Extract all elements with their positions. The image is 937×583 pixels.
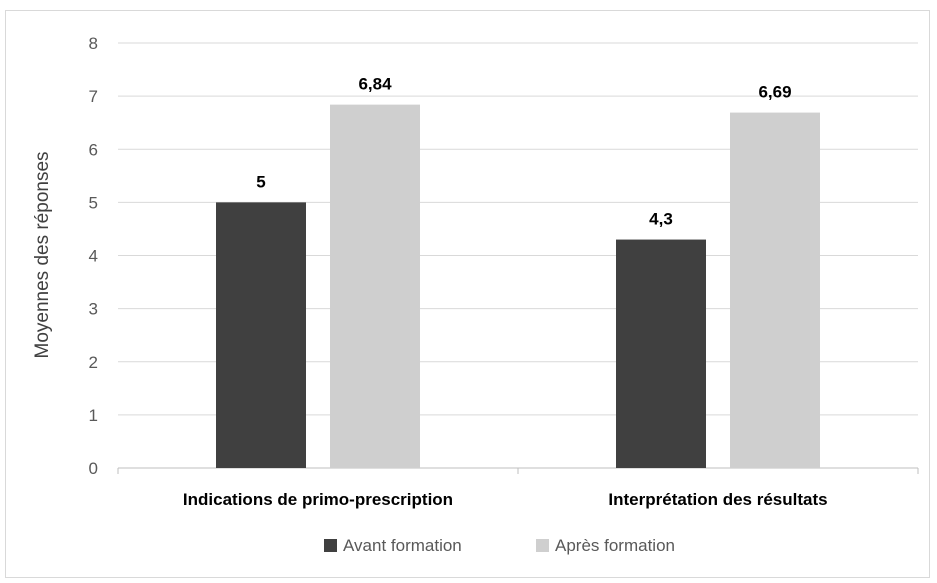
legend-swatch bbox=[536, 539, 549, 552]
y-axis-title: Moyennes des réponses bbox=[32, 151, 53, 358]
y-tick-label: 0 bbox=[89, 459, 98, 478]
data-labels: 5 6,84 4,3 6,69 bbox=[256, 75, 791, 229]
bar bbox=[730, 112, 820, 468]
legend-label: Après formation bbox=[555, 536, 675, 555]
y-axis-ticks: 0 1 2 3 4 5 6 7 8 bbox=[89, 34, 98, 478]
y-tick-label: 2 bbox=[89, 353, 98, 372]
bar bbox=[330, 104, 420, 468]
y-tick-label: 8 bbox=[89, 34, 98, 53]
category-labels: Indications de primo-prescription Interpr… bbox=[183, 490, 828, 509]
y-tick-label: 1 bbox=[89, 406, 98, 425]
data-label: 6,69 bbox=[758, 83, 791, 102]
bars bbox=[216, 104, 820, 468]
y-tick-label: 7 bbox=[89, 87, 98, 106]
y-tick-label: 4 bbox=[89, 247, 98, 266]
legend-swatch bbox=[324, 539, 337, 552]
category-label: Indications de primo-prescription bbox=[183, 490, 453, 509]
legend: Avant formation Après formation bbox=[324, 536, 675, 555]
y-tick-label: 3 bbox=[89, 300, 98, 319]
bar bbox=[616, 239, 706, 468]
y-tick-label: 6 bbox=[89, 140, 98, 159]
data-label: 5 bbox=[256, 172, 265, 191]
bar bbox=[216, 202, 306, 468]
data-label: 4,3 bbox=[649, 210, 673, 229]
data-label: 6,84 bbox=[358, 75, 392, 94]
legend-label: Avant formation bbox=[343, 536, 462, 555]
y-tick-label: 5 bbox=[89, 193, 98, 212]
category-label: Interprétation des résultats bbox=[608, 490, 827, 509]
x-axis bbox=[117, 467, 919, 474]
